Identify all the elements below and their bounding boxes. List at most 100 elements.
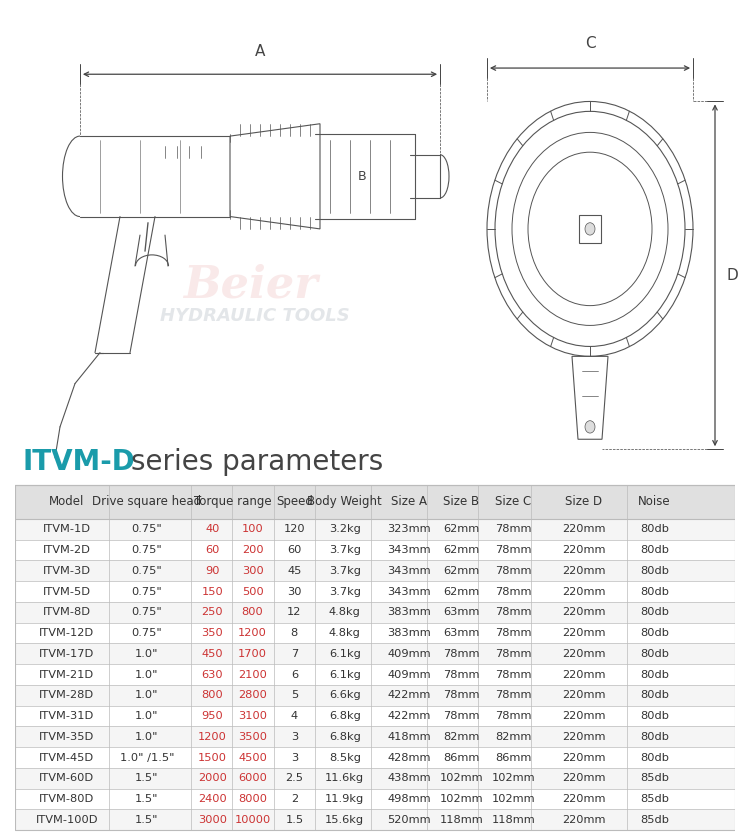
Text: 343mm: 343mm bbox=[387, 587, 430, 597]
Text: 220mm: 220mm bbox=[562, 732, 605, 742]
Text: 220mm: 220mm bbox=[562, 691, 605, 701]
Text: 220mm: 220mm bbox=[562, 670, 605, 680]
Text: 4: 4 bbox=[291, 711, 298, 721]
Text: 1.5": 1.5" bbox=[135, 794, 158, 804]
Bar bbox=[15, 664, 735, 685]
Text: 383mm: 383mm bbox=[387, 628, 430, 638]
Text: 422mm: 422mm bbox=[387, 691, 430, 701]
Text: 80db: 80db bbox=[640, 691, 669, 701]
Bar bbox=[15, 643, 735, 664]
Text: 200: 200 bbox=[242, 545, 263, 555]
Text: 80db: 80db bbox=[640, 607, 669, 617]
Text: ITVM-45D: ITVM-45D bbox=[39, 753, 94, 763]
Text: 86mm: 86mm bbox=[443, 753, 479, 763]
Text: 6.8kg: 6.8kg bbox=[328, 732, 361, 742]
Text: 78mm: 78mm bbox=[443, 711, 480, 721]
Text: ITVM-100D: ITVM-100D bbox=[35, 815, 98, 825]
Text: 300: 300 bbox=[242, 566, 263, 576]
Text: 0.75": 0.75" bbox=[131, 524, 162, 534]
Bar bbox=[15, 561, 735, 582]
Text: 4500: 4500 bbox=[238, 753, 267, 763]
Text: 78mm: 78mm bbox=[495, 545, 532, 555]
Bar bbox=[15, 582, 735, 602]
Text: Size B: Size B bbox=[443, 496, 479, 508]
Text: A: A bbox=[255, 44, 266, 59]
Text: 2100: 2100 bbox=[238, 670, 267, 680]
Bar bbox=[15, 726, 735, 747]
Text: 0.75": 0.75" bbox=[131, 628, 162, 638]
Text: 438mm: 438mm bbox=[387, 773, 430, 784]
Text: 498mm: 498mm bbox=[387, 794, 430, 804]
Text: Body Weight: Body Weight bbox=[308, 496, 382, 508]
Text: 1.0": 1.0" bbox=[135, 732, 158, 742]
Text: ITVM-8D: ITVM-8D bbox=[43, 607, 91, 617]
Text: 8.5kg: 8.5kg bbox=[328, 753, 361, 763]
Text: ITVM-60D: ITVM-60D bbox=[39, 773, 94, 784]
Text: 1.0": 1.0" bbox=[135, 691, 158, 701]
Text: Beier: Beier bbox=[183, 263, 317, 306]
Text: D: D bbox=[727, 268, 739, 283]
Text: 90: 90 bbox=[205, 566, 220, 576]
Text: 118mm: 118mm bbox=[440, 815, 483, 825]
Text: 0.75": 0.75" bbox=[131, 587, 162, 597]
Text: 3000: 3000 bbox=[198, 815, 226, 825]
Bar bbox=[15, 747, 735, 768]
Text: 6000: 6000 bbox=[238, 773, 267, 784]
Text: ITVM-21D: ITVM-21D bbox=[39, 670, 94, 680]
Text: Size C: Size C bbox=[495, 496, 531, 508]
Text: 409mm: 409mm bbox=[387, 649, 430, 659]
Text: 428mm: 428mm bbox=[387, 753, 430, 763]
Text: Speed: Speed bbox=[276, 496, 313, 508]
Text: 220mm: 220mm bbox=[562, 607, 605, 617]
Text: 422mm: 422mm bbox=[387, 711, 430, 721]
Text: 80db: 80db bbox=[640, 566, 669, 576]
Text: 6: 6 bbox=[291, 670, 298, 680]
Text: 11.6kg: 11.6kg bbox=[326, 773, 364, 784]
Text: 220mm: 220mm bbox=[562, 524, 605, 534]
Text: 62mm: 62mm bbox=[443, 524, 479, 534]
Text: 7: 7 bbox=[291, 649, 298, 659]
Text: 6.6kg: 6.6kg bbox=[329, 691, 361, 701]
Text: ITVM-3D: ITVM-3D bbox=[43, 566, 91, 576]
Text: 80db: 80db bbox=[640, 732, 669, 742]
Text: ITVM-35D: ITVM-35D bbox=[39, 732, 94, 742]
Text: 62mm: 62mm bbox=[443, 587, 479, 597]
Text: 78mm: 78mm bbox=[443, 670, 480, 680]
Text: Drive square head: Drive square head bbox=[92, 496, 201, 508]
Text: 150: 150 bbox=[202, 587, 223, 597]
Text: 78mm: 78mm bbox=[495, 691, 532, 701]
Text: ITVM-2D: ITVM-2D bbox=[43, 545, 91, 555]
Bar bbox=[15, 540, 735, 561]
Text: 120: 120 bbox=[284, 524, 305, 534]
Text: 78mm: 78mm bbox=[495, 566, 532, 576]
Text: 62mm: 62mm bbox=[443, 545, 479, 555]
Text: ITVM-28D: ITVM-28D bbox=[39, 691, 94, 701]
Text: Torque range: Torque range bbox=[194, 496, 272, 508]
Text: 15.6kg: 15.6kg bbox=[326, 815, 364, 825]
Text: 250: 250 bbox=[202, 607, 223, 617]
Text: 80db: 80db bbox=[640, 628, 669, 638]
Bar bbox=[15, 602, 735, 622]
Text: 78mm: 78mm bbox=[495, 711, 532, 721]
Bar bbox=[15, 789, 735, 810]
Text: 3.7kg: 3.7kg bbox=[328, 545, 361, 555]
Text: series parameters: series parameters bbox=[131, 448, 383, 476]
Text: 78mm: 78mm bbox=[495, 670, 532, 680]
Text: 520mm: 520mm bbox=[387, 815, 430, 825]
Bar bbox=[15, 706, 735, 726]
Text: 78mm: 78mm bbox=[495, 587, 532, 597]
Text: 950: 950 bbox=[202, 711, 223, 721]
Text: 78mm: 78mm bbox=[443, 649, 480, 659]
Text: 220mm: 220mm bbox=[562, 649, 605, 659]
Text: 2.5: 2.5 bbox=[285, 773, 303, 784]
Text: 383mm: 383mm bbox=[387, 607, 430, 617]
Text: 220mm: 220mm bbox=[562, 815, 605, 825]
Text: 78mm: 78mm bbox=[495, 524, 532, 534]
Text: 45: 45 bbox=[287, 566, 302, 576]
Text: 418mm: 418mm bbox=[387, 732, 430, 742]
Text: 102mm: 102mm bbox=[440, 773, 483, 784]
Text: 102mm: 102mm bbox=[491, 773, 535, 784]
Text: 40: 40 bbox=[205, 524, 220, 534]
Text: 4.8kg: 4.8kg bbox=[328, 607, 361, 617]
Text: 3: 3 bbox=[291, 753, 298, 763]
